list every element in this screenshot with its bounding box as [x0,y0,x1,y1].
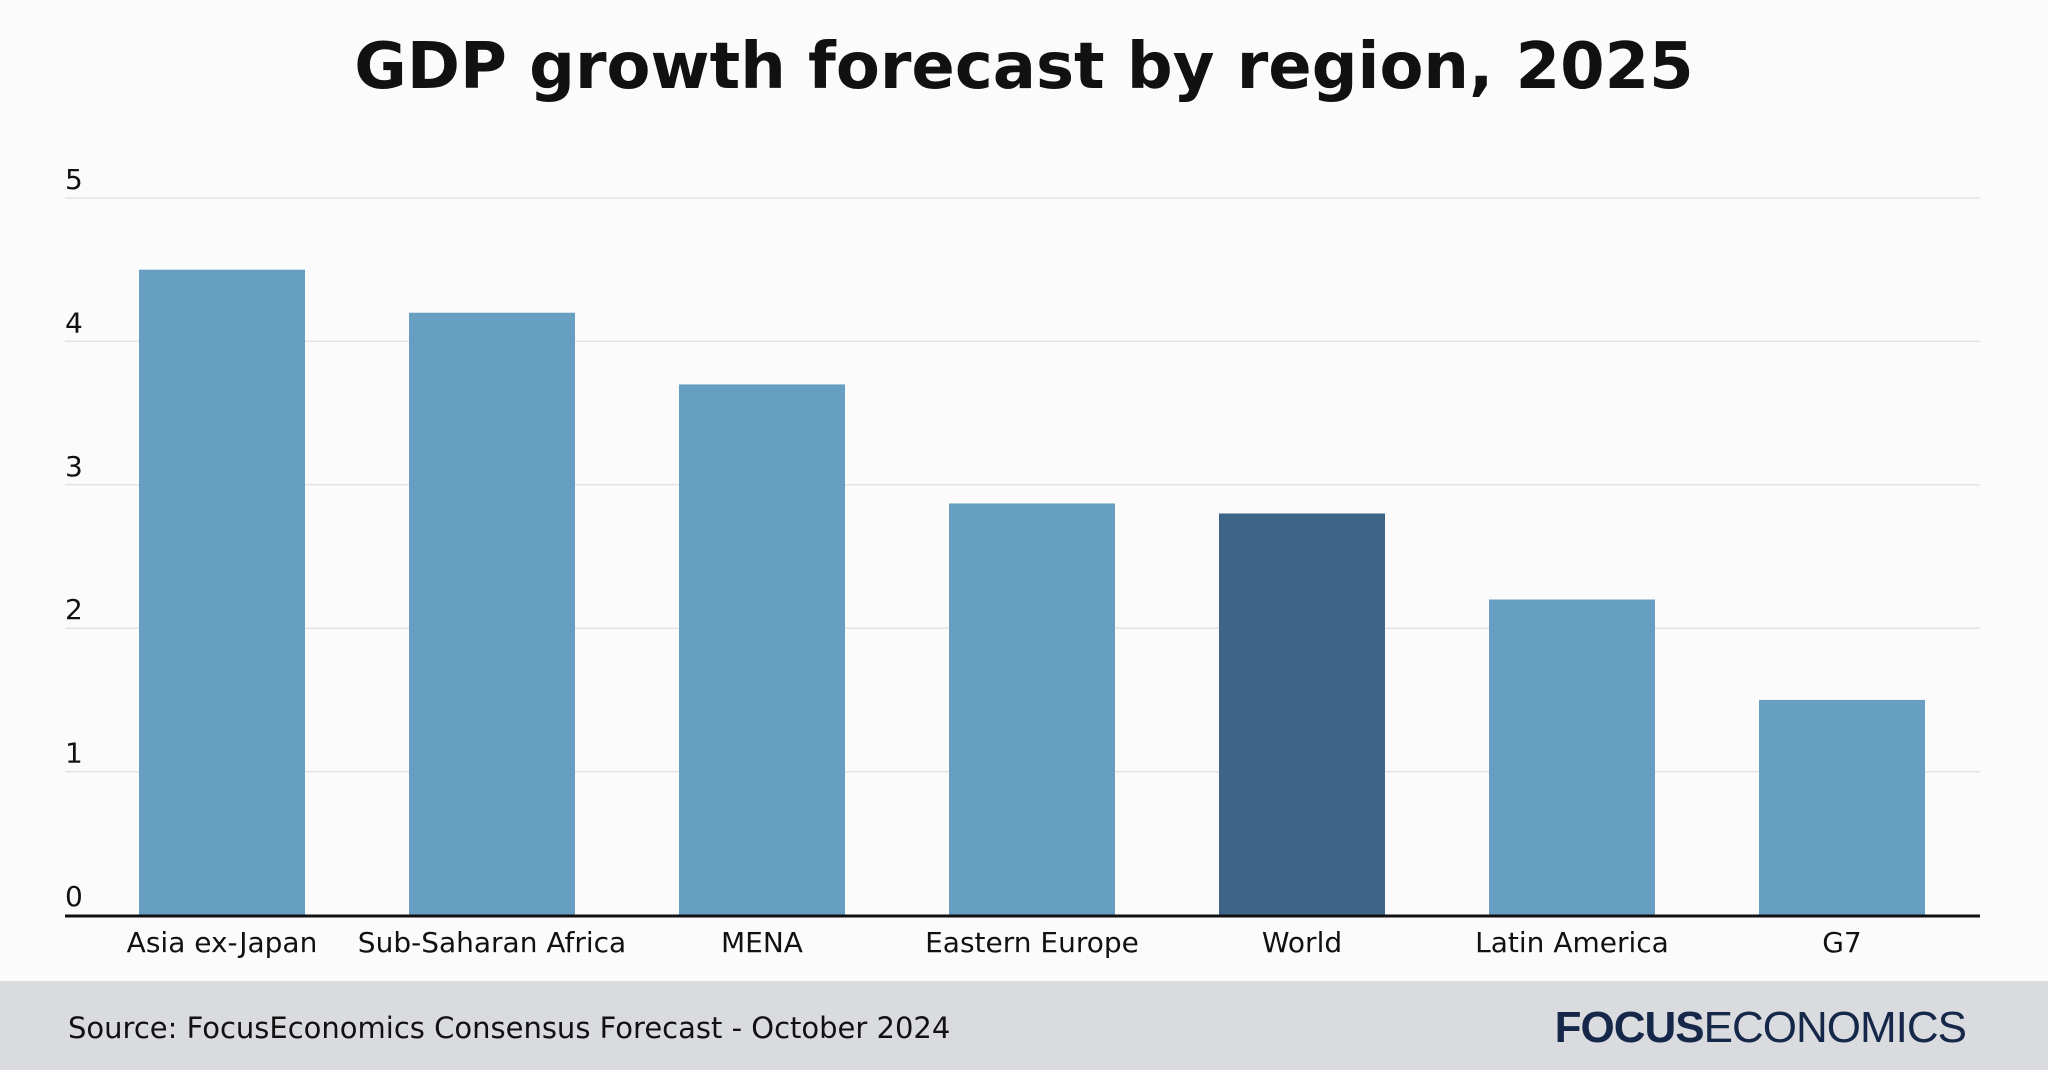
bar [1219,513,1385,915]
x-tick-label: World [1262,926,1342,959]
focuseconomics-logo: FOCUSECONOMICS [1554,1003,1967,1053]
logo-regular-text: ECONOMICS [1703,1003,1967,1052]
x-tick-label: Asia ex-Japan [127,926,318,959]
bar [949,503,1115,915]
y-tick-label: 2 [65,593,83,626]
footer: Source: FocusEconomics Consensus Forecas… [0,981,2048,1070]
x-tick-label: Eastern Europe [925,926,1139,959]
bar [1759,699,1925,915]
x-tick-label: G7 [1822,926,1862,959]
logo-bold-text: FOCUS [1554,1003,1705,1052]
x-tick-label: Latin America [1475,926,1669,959]
chart-title: GDP growth forecast by region, 2025 [354,30,1694,104]
bar [1489,599,1655,915]
x-tick-label: Sub-Saharan Africa [358,926,626,959]
bar [409,312,575,916]
y-tick-label: 3 [65,450,83,483]
x-tick-label: MENA [721,926,803,959]
y-tick-label: 1 [65,737,83,770]
y-tick-label: 0 [65,880,83,913]
y-tick-label: 5 [65,163,83,196]
bar-chart: 0 1 2 3 4 5 Asia ex-Japan Sub-Saharan Africa MEN… [65,163,1980,959]
bar [139,269,305,915]
bar [679,384,845,915]
source-note: Source: FocusEconomics Consensus Forecas… [68,1011,951,1045]
y-tick-label: 4 [65,306,83,339]
